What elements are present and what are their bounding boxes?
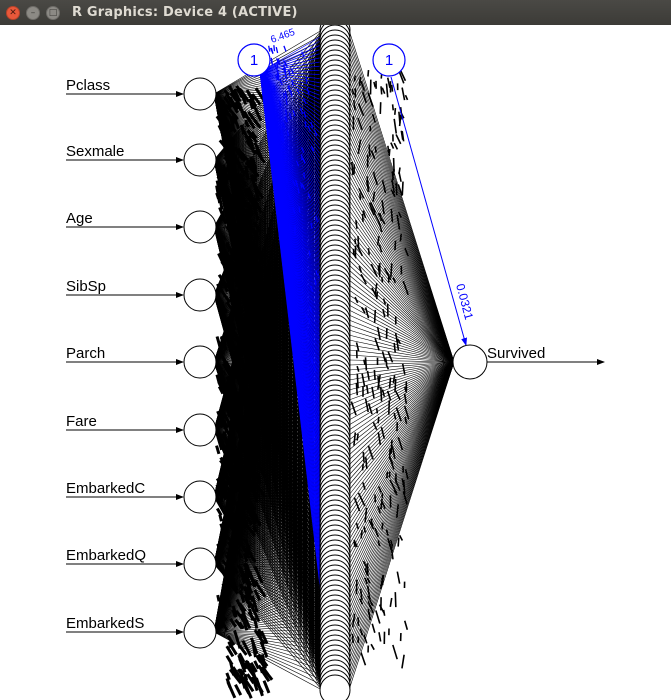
input-node [183,143,217,177]
input-layer: Pclass Sexmale Age SibSp Parch Fare EmbarkedC E… [66,77,217,649]
output-layer: Survived [452,344,605,380]
input-label: SibSp [66,278,106,295]
input-label: Pclass [66,77,110,94]
output-node [452,344,488,380]
input-node [183,615,217,649]
input-label: EmbarkedC [66,480,145,497]
bias-node [237,43,271,77]
input-label: Fare [66,413,97,430]
input-label: Sexmale [66,143,124,160]
input-node [183,345,217,379]
bias-output-weight [390,76,468,346]
hidden-node [319,674,351,700]
input-node-pclass: Pclass [66,77,217,111]
bias-node-label: 1 [385,52,393,69]
output-label: Survived [487,345,545,362]
hidden-layer [319,25,351,700]
input-node-sibsp: SibSp [66,278,217,312]
input-label: Parch [66,345,105,362]
plot-canvas: 6.465 0.0321 Pclass Sexmale Age SibSp Parch Fa… [0,25,671,700]
neural-network-plot: 6.465 0.0321 Pclass Sexmale Age SibSp Parch Fa… [66,25,605,700]
input-node [183,77,217,111]
bias-node-label: 1 [250,52,258,69]
input-node-sexmale: Sexmale [66,143,217,177]
bias-node-1: 1 [237,43,271,77]
input-label: EmbarkedQ [66,547,146,564]
bias-node-2: 1 [372,43,406,77]
input-node [183,210,217,244]
title-bar[interactable]: ✕ – □ R Graphics: Device 4 (ACTIVE) [0,0,671,25]
input-node-embarkedc: EmbarkedC [66,480,217,514]
bias-node [372,43,406,77]
input-label: Age [66,210,93,227]
input-label: EmbarkedS [66,615,144,632]
bias-weight-label-hidden: 6.465 [269,27,297,46]
input-node-embarkedq: EmbarkedQ [66,547,217,581]
minimize-icon[interactable]: – [26,5,40,20]
input-node [183,480,217,514]
bias-weight-label-output: 0.0321 [453,282,476,321]
input-node [183,547,217,581]
window-title: R Graphics: Device 4 (ACTIVE) [72,5,298,20]
hidden-output-weights [348,29,455,691]
input-node [183,413,217,447]
output-node-survived: Survived [452,344,605,380]
input-node-age: Age [66,210,217,244]
maximize-icon[interactable]: □ [46,5,60,20]
input-node-fare: Fare [66,413,217,447]
close-icon[interactable]: ✕ [6,5,20,20]
input-node-embarkeds: EmbarkedS [66,615,217,649]
input-node-parch: Parch [66,345,217,379]
input-node [183,278,217,312]
